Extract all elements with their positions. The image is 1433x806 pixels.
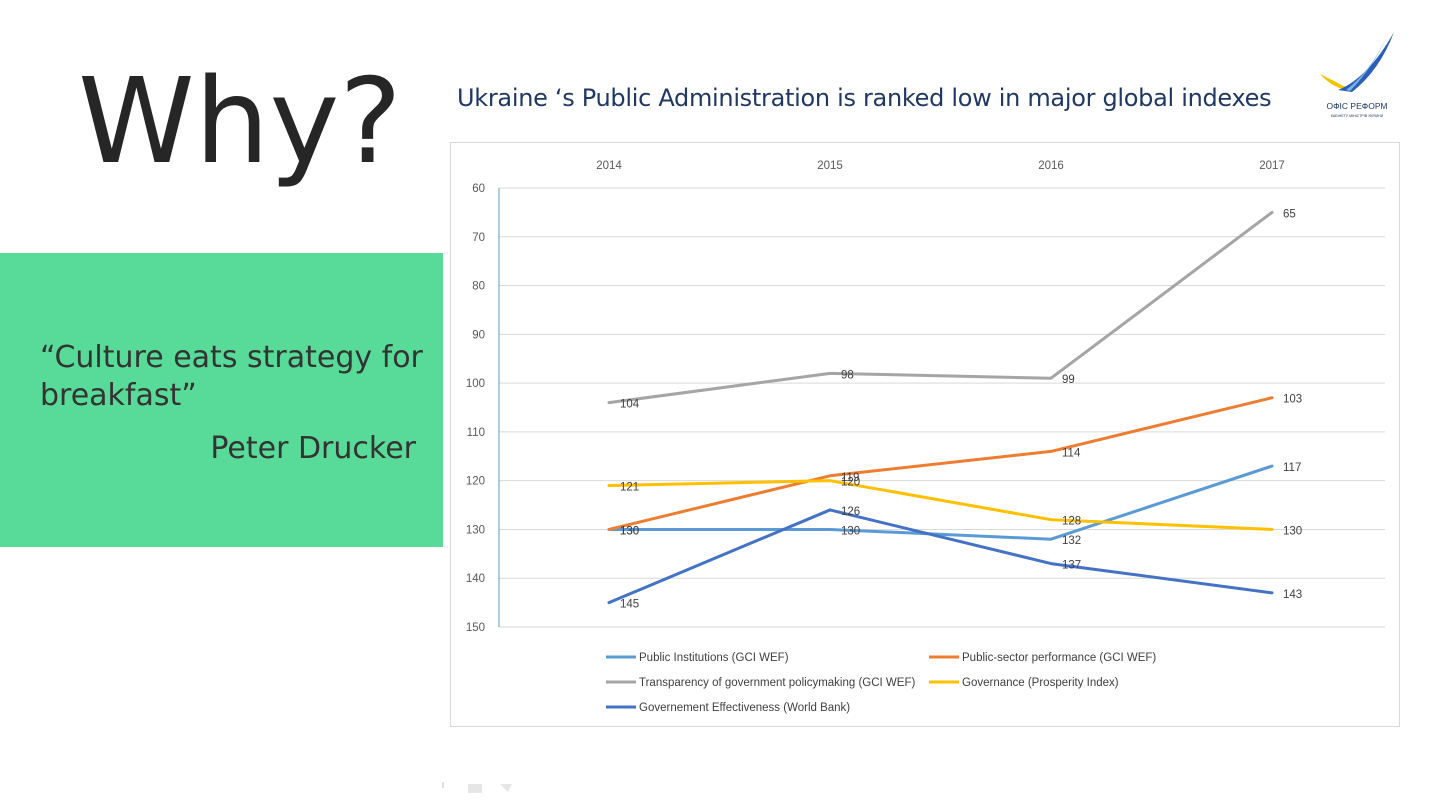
y-tick-label: 100 [466, 378, 485, 390]
data-label: 126 [841, 506, 860, 518]
legend-item: Public Institutions (GCI WEF) [606, 652, 789, 664]
data-label: 130 [620, 525, 639, 537]
legend-item: Public-sector performance (GCI WEF) [929, 652, 1156, 664]
y-tick-label: 130 [466, 524, 485, 536]
series-line [607, 479, 1274, 531]
data-label: 117 [1283, 462, 1301, 474]
legend-label: Transparency of government policymaking … [639, 677, 915, 689]
data-label: 145 [620, 599, 639, 611]
legend-label: Governance (Prosperity Index) [962, 677, 1119, 689]
legend-label: Public-sector performance (GCI WEF) [962, 652, 1156, 664]
legend-label: Public Institutions (GCI WEF) [639, 652, 789, 664]
notes-icon[interactable] [468, 784, 482, 793]
pointer-icon[interactable] [442, 782, 444, 788]
data-label: 130 [620, 525, 639, 537]
x-tick-label: 2016 [1038, 160, 1064, 172]
x-tick-label: 2015 [817, 160, 843, 172]
data-label: 119 [841, 472, 859, 484]
data-label: 143 [1283, 589, 1302, 601]
x-tick-label: 2017 [1259, 160, 1285, 172]
office-of-reforms-logo: ОФІС РЕФОРМ КАБІНЕТУ МІНІСТРІВ УКРАЇНИ [1316, 30, 1398, 122]
y-tick-label: 110 [467, 427, 485, 439]
data-label: 98 [841, 369, 854, 381]
data-label: 114 [1062, 447, 1081, 459]
legend-item: Transparency of government policymaking … [606, 677, 915, 689]
x-tick-label: 2014 [596, 160, 622, 172]
y-tick-label: 120 [466, 476, 485, 488]
data-label: 104 [620, 399, 640, 411]
data-label: 128 [1062, 516, 1081, 528]
logo-text: ОФІС РЕФОРМ [1326, 101, 1387, 111]
series-line [607, 396, 1274, 531]
data-label: 120 [841, 477, 860, 489]
data-label: 103 [1283, 394, 1302, 406]
data-label: 137 [1062, 560, 1081, 572]
data-label: 130 [1283, 525, 1302, 537]
legend-item: Governance (Prosperity Index) [929, 677, 1119, 689]
legend-item: Governement Effectiveness (World Bank) [606, 702, 850, 714]
y-tick-label: 60 [472, 183, 485, 195]
y-tick-label: 80 [472, 281, 485, 293]
line-chart: 60 70 80 90 100 110 120 130 140 150 2014 2015 2016 20… [466, 160, 1385, 714]
quote-box: “Culture eats strategy for breakfast” Pe… [0, 253, 443, 547]
series-line [607, 508, 1274, 605]
y-tick-label: 150 [466, 622, 485, 634]
y-tick-label: 140 [466, 573, 485, 585]
data-label: 132 [1062, 535, 1081, 547]
data-label: 65 [1283, 208, 1296, 220]
data-label: 121 [620, 482, 639, 494]
series-line [607, 210, 1274, 405]
quote-text: “Culture eats strategy for breakfast” [40, 340, 423, 413]
data-label: 99 [1062, 374, 1075, 386]
legend-label: Governement Effectiveness (World Bank) [639, 702, 850, 714]
slide-controls [440, 780, 520, 794]
data-label: 130 [841, 525, 860, 537]
series-line [607, 464, 1274, 541]
y-tick-label: 70 [472, 232, 485, 244]
slide-heading: Why? [78, 52, 402, 190]
logo-subtext: КАБІНЕТУ МІНІСТРІВ УКРАЇНИ [1331, 114, 1384, 118]
chart-frame: 60 70 80 90 100 110 120 130 140 150 2014 2015 2016 20… [450, 142, 1400, 727]
quote-author: Peter Drucker [210, 431, 416, 466]
y-tick-label: 90 [472, 329, 485, 341]
pen-icon[interactable] [500, 784, 512, 792]
chart-title: Ukraine ‘s Public Administration is rank… [457, 84, 1272, 112]
